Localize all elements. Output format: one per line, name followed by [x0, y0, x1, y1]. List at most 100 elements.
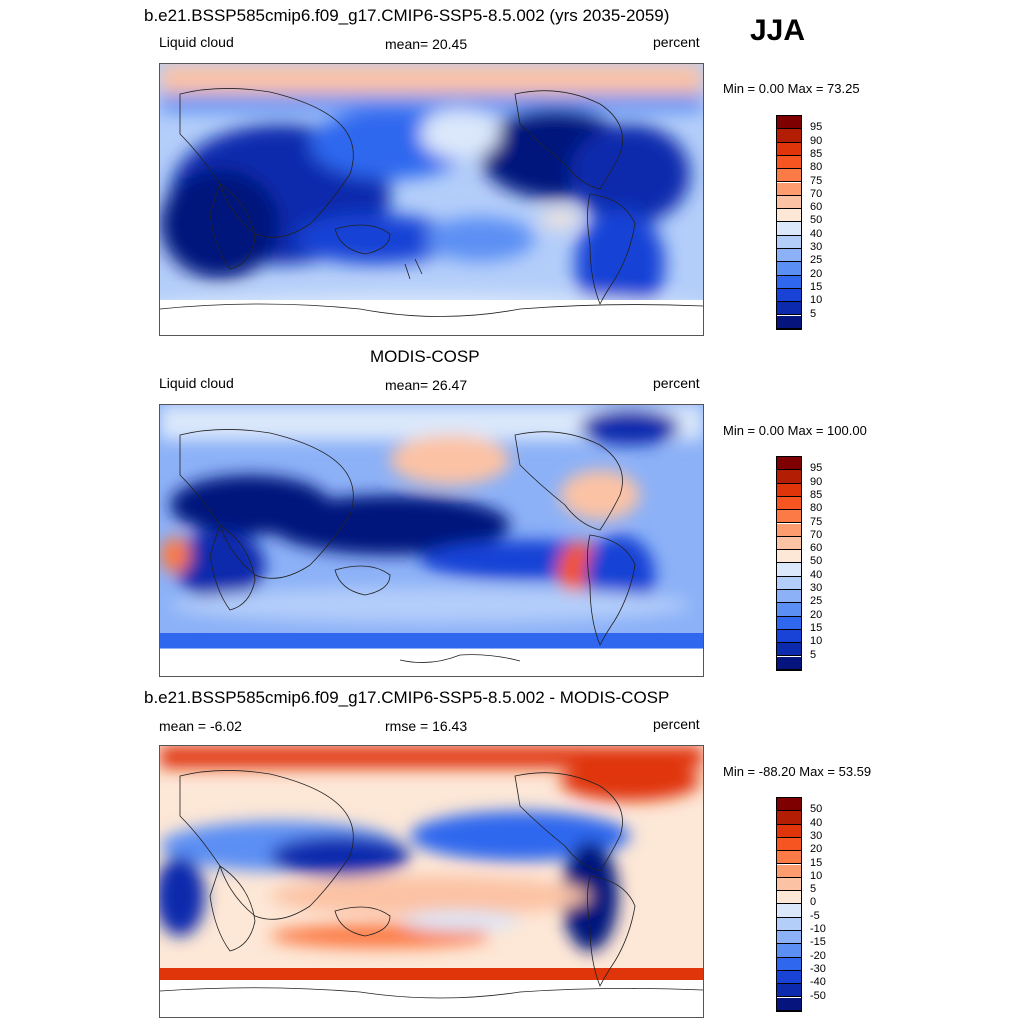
- panel-2-mean-label: mean= 26.47: [385, 377, 468, 393]
- colorbar-swatch: [777, 984, 801, 998]
- colorbar-swatch: [777, 590, 801, 604]
- panel-2-colorbar: 95 90 85 80 75 70 60 50 40 30 25 20 15 10 5: [776, 456, 896, 671]
- panel-2-map: [159, 404, 704, 677]
- colorbar-tick-label: -40: [810, 976, 826, 989]
- colorbar-tick-label: 25: [810, 595, 823, 608]
- colorbar-swatch: [777, 811, 801, 825]
- colorbar-tick-label: 50: [810, 803, 823, 816]
- colorbar-swatch: [777, 837, 801, 852]
- colorbar-swatch: [777, 483, 801, 497]
- colorbar-tick-label: -30: [810, 962, 826, 975]
- colorbar-tick-label: -20: [810, 949, 826, 962]
- colorbar-swatch: [777, 470, 801, 484]
- colorbar-swatch: [777, 182, 801, 196]
- colorbar-swatch: [777, 116, 801, 130]
- colorbar-tick-label: 90: [810, 134, 823, 147]
- colorbar-swatch: [777, 997, 801, 1011]
- colorbar-tick-label: 60: [810, 542, 823, 555]
- colorbar-swatch: [777, 302, 801, 316]
- colorbar-swatch: [777, 496, 801, 511]
- colorbar-swatch: [777, 970, 801, 985]
- colorbar-swatch: [777, 603, 801, 617]
- colorbar-swatch: [777, 629, 801, 644]
- colorbar-tick-label: 90: [810, 475, 823, 488]
- colorbar-swatch: [777, 851, 801, 865]
- panel-2-title: MODIS-COSP: [370, 347, 480, 366]
- colorbar-tick-label: 40: [810, 816, 823, 829]
- colorbar-tick-label: 15: [810, 280, 823, 293]
- colorbar-swatch: [777, 457, 801, 471]
- colorbar-tick-label: 5: [810, 307, 817, 320]
- colorbar-tick-label: 70: [810, 528, 823, 541]
- colorbar-swatch: [777, 536, 801, 551]
- colorbar-swatch: [777, 550, 801, 564]
- panel-2-colorbar-box: [776, 456, 802, 671]
- colorbar-swatch: [777, 262, 801, 276]
- colorbar-tick-label: 75: [810, 174, 823, 187]
- colorbar-tick-label: -5: [810, 909, 820, 922]
- colorbar-tick-label: 30: [810, 241, 823, 253]
- colorbar-swatch: [777, 891, 801, 905]
- colorbar-swatch: [777, 195, 801, 210]
- panel-3-mean-label: mean = -6.02: [159, 718, 242, 734]
- colorbar-swatch: [777, 155, 801, 170]
- colorbar-swatch: [777, 643, 801, 657]
- colorbar-tick-label: 10: [810, 294, 823, 307]
- panel-1-colorbar: 95 90 85 80 75 70 60 50 40 30 25 20 15 10 5: [776, 115, 896, 330]
- colorbar-swatch: [777, 209, 801, 223]
- colorbar-tick-label: 10: [810, 869, 823, 882]
- colorbar-swatch: [777, 957, 801, 971]
- colorbar-swatch: [777, 917, 801, 931]
- colorbar-swatch: [777, 877, 801, 892]
- season-label: JJA: [750, 14, 806, 47]
- panel-2-variable-label: Liquid cloud: [159, 375, 234, 391]
- colorbar-tick-label: 50: [810, 555, 823, 568]
- colorbar-swatch: [777, 510, 801, 524]
- colorbar-tick-label: 85: [810, 147, 823, 160]
- colorbar-tick-label: -15: [810, 936, 826, 949]
- colorbar-tick-label: 40: [810, 227, 823, 240]
- colorbar-swatch: [777, 523, 801, 537]
- colorbar-tick-label: 50: [810, 214, 823, 227]
- panel-2-minmax: Min = 0.00 Max = 100.00: [723, 423, 867, 438]
- panel-1-units-label: percent: [653, 34, 700, 50]
- colorbar-tick-label: 80: [810, 161, 823, 174]
- panel-2-units-label: percent: [653, 375, 700, 391]
- panel-3-contour-plot: [160, 746, 703, 1017]
- colorbar-tick-label: 95: [810, 462, 823, 475]
- colorbar-swatch: [777, 142, 801, 156]
- colorbar-swatch: [777, 222, 801, 236]
- colorbar-swatch: [777, 904, 801, 918]
- colorbar-tick-label: -10: [810, 923, 826, 935]
- colorbar-swatch: [777, 563, 801, 577]
- colorbar-swatch: [777, 931, 801, 945]
- colorbar-swatch: [777, 576, 801, 590]
- colorbar-tick-label: 70: [810, 187, 823, 200]
- colorbar-tick-label: 75: [810, 515, 823, 528]
- colorbar-tick-label: 85: [810, 488, 823, 501]
- panel-3-map: [159, 745, 704, 1018]
- colorbar-swatch: [777, 129, 801, 143]
- colorbar-tick-label: 10: [810, 635, 823, 648]
- colorbar-swatch: [777, 798, 801, 812]
- colorbar-tick-label: 95: [810, 121, 823, 134]
- colorbar-tick-label: 15: [810, 856, 823, 869]
- panel-3-colorbar: 50 40 30 20 15 10 5 0 -5 -10 -15 -20 -30 -40 -50: [776, 797, 896, 1012]
- colorbar-tick-label: 5: [810, 648, 817, 661]
- panel-3-units-label: percent: [653, 716, 700, 732]
- panel-1-contour-plot: [160, 64, 703, 335]
- colorbar-tick-label: 40: [810, 568, 823, 581]
- panel-1-title: b.e21.BSSP585cmip6.f09_g17.CMIP6-SSP5-8.…: [144, 6, 670, 25]
- colorbar-swatch: [777, 288, 801, 303]
- colorbar-tick-label: 30: [810, 582, 823, 594]
- colorbar-tick-label: 20: [810, 267, 823, 280]
- panel-1-map: [159, 63, 704, 336]
- colorbar-swatch: [777, 944, 801, 958]
- colorbar-tick-label: 5: [810, 883, 817, 896]
- colorbar-swatch: [777, 616, 801, 630]
- panel-3-rmse-label: rmse = 16.43: [385, 718, 468, 734]
- colorbar-tick-label: 20: [810, 843, 823, 856]
- panel-1-variable-label: Liquid cloud: [159, 34, 234, 50]
- colorbar-tick-label: 20: [810, 608, 823, 621]
- panel-1-colorbar-box: [776, 115, 802, 330]
